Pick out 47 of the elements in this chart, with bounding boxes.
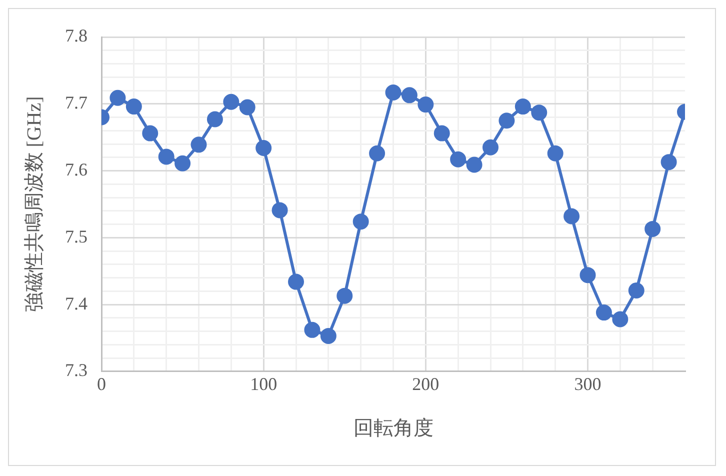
point (612, 311, 628, 328)
point (256, 140, 272, 156)
point (531, 104, 548, 121)
point (142, 125, 158, 142)
y-tick-label: 7.4 (65, 293, 88, 314)
point (547, 145, 564, 162)
point (644, 220, 661, 237)
point (320, 328, 336, 344)
y-tick-label: 7.6 (65, 159, 88, 180)
y-tick-label: 7.8 (65, 26, 88, 46)
point (336, 288, 353, 304)
point (369, 145, 386, 162)
x-tick-label: 100 (250, 374, 278, 394)
point (272, 202, 288, 218)
point (110, 90, 126, 106)
point (564, 208, 580, 224)
point (288, 274, 304, 290)
point (450, 151, 466, 168)
x-tick-label: 300 (574, 374, 602, 394)
point (158, 148, 174, 165)
x-axis-title: 回転角度 (353, 417, 434, 440)
x-tick-label: 200 (412, 374, 440, 394)
y-tick-label: 7.3 (65, 360, 88, 380)
x-tick-label: 0 (97, 374, 106, 394)
point (385, 84, 402, 101)
point (514, 98, 531, 115)
point (174, 155, 191, 172)
point (206, 111, 223, 128)
point (660, 154, 677, 170)
point (596, 304, 612, 321)
point (190, 136, 207, 153)
point (418, 96, 434, 113)
y-tick-label: 7.5 (65, 226, 88, 246)
point (401, 87, 418, 104)
point (126, 98, 142, 115)
point (304, 322, 320, 338)
point (580, 267, 596, 284)
point (352, 214, 369, 230)
point (223, 94, 240, 110)
point (628, 282, 644, 298)
point (482, 139, 498, 156)
point (434, 125, 450, 142)
y-tick-label: 7.7 (65, 92, 88, 113)
y-axis-title: 強磁性共鳴周波数 [GHz] (23, 96, 46, 312)
point (498, 112, 515, 129)
point (466, 156, 482, 173)
point (239, 99, 256, 116)
